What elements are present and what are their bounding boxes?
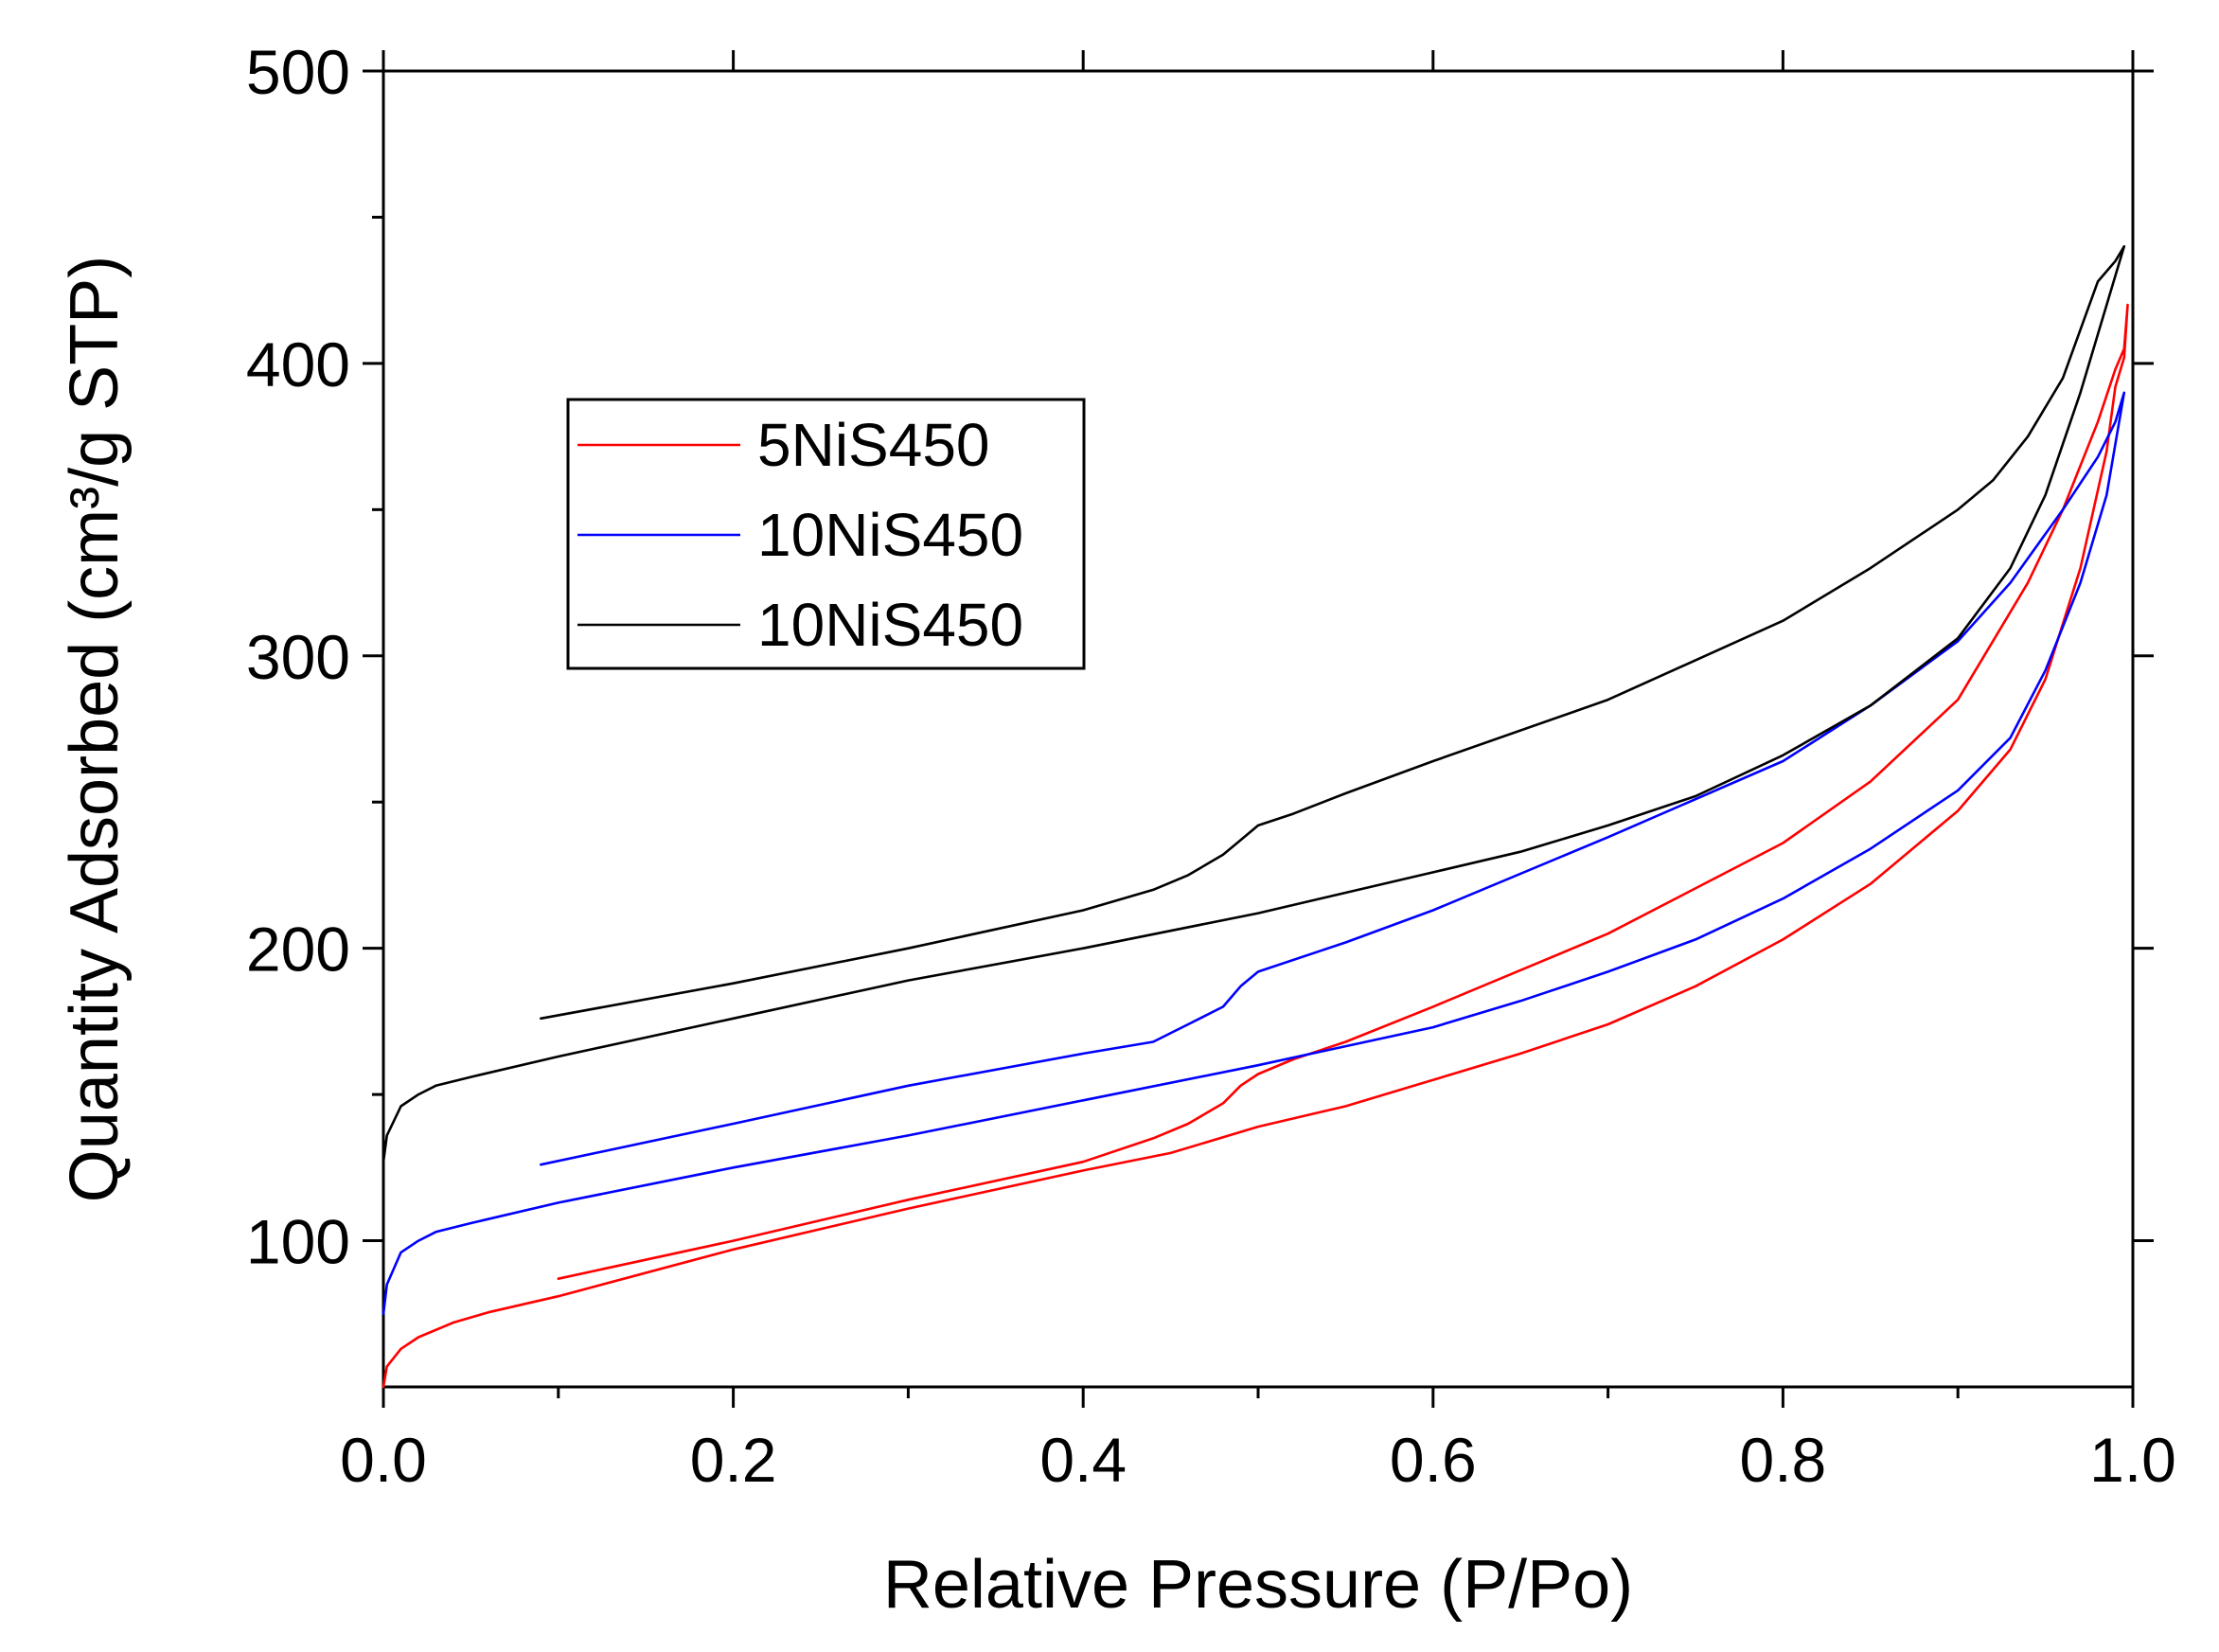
y-tick-label: 100 <box>246 1207 350 1277</box>
x-tick-label: 0.4 <box>1039 1425 1127 1495</box>
legend-label-1: 5NiS450 <box>757 411 990 479</box>
plot-frame <box>382 69 2135 1389</box>
tick-labels: 0.0 0.2 0.4 0.6 0.8 1.0 100 200 300 400 500 <box>246 37 2176 1495</box>
x-tick-label: 0.6 <box>1390 1425 1477 1495</box>
series-line-3 <box>382 245 2126 1164</box>
x-tick-label: 0.0 <box>340 1425 427 1495</box>
axis-ticks <box>363 50 2154 1408</box>
y-tick-label: 200 <box>246 915 350 985</box>
data-series <box>382 245 2129 1389</box>
y-tick-label: 500 <box>246 37 350 107</box>
y-axis-title: Quantity Adsorbed (cm³/g STP) <box>57 256 133 1202</box>
y-tick-label: 300 <box>246 622 350 692</box>
legend-label-3: 10NiS450 <box>757 591 1023 659</box>
x-tick-label: 1.0 <box>2089 1425 2176 1495</box>
x-axis-title: Relative Pressure (P/Po) <box>883 1547 1633 1623</box>
legend-label-2: 10NiS450 <box>757 501 1023 569</box>
x-tick-label: 0.8 <box>1740 1425 1827 1495</box>
legend: 5NiS450 10NiS450 10NiS450 <box>566 398 1086 670</box>
series-line-1 <box>382 303 2129 1389</box>
series-line-2 <box>382 391 2126 1316</box>
y-tick-label: 400 <box>246 329 350 400</box>
x-tick-label: 0.2 <box>690 1425 777 1495</box>
